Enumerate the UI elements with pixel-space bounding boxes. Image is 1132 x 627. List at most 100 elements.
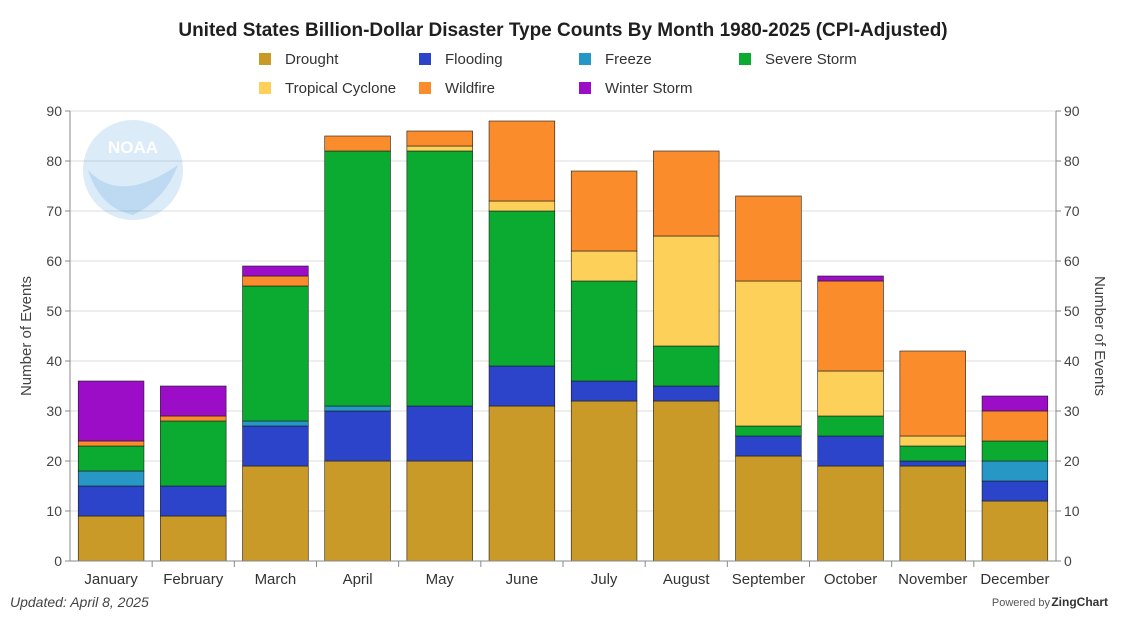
bar-segment-severe-storm[interactable] [160, 420, 227, 487]
bar-segment-wildfire[interactable] [488, 120, 556, 202]
bar-segment-severe-storm[interactable] [899, 445, 966, 462]
bar-segment-wildfire[interactable] [899, 350, 966, 437]
bar-segment-winter-storm[interactable] [981, 395, 1049, 412]
y-tick-label-right: 70 [1064, 203, 1080, 219]
bar-segment-severe-storm[interactable] [817, 415, 884, 437]
y-tick-label-right: 50 [1064, 303, 1080, 319]
bar-segment-drought[interactable] [981, 500, 1049, 562]
bar-segment-tropical-cyclone[interactable] [817, 370, 884, 417]
powered-by-brand[interactable]: ZingChart [1051, 595, 1108, 609]
bar-segment-drought[interactable] [570, 400, 638, 562]
bar-segment-drought[interactable] [242, 465, 309, 562]
bar-segment-wildfire[interactable] [653, 150, 720, 237]
legend-swatch[interactable] [259, 82, 271, 94]
bar-segment-severe-storm[interactable] [981, 440, 1049, 462]
y-axis-title-right: Number of Events [1091, 276, 1108, 396]
legend-swatch[interactable] [419, 53, 431, 65]
bar-segment-flooding[interactable] [488, 365, 556, 407]
bar-segment-flooding[interactable] [735, 435, 802, 457]
legend-swatch[interactable] [259, 53, 271, 65]
bar-segment-severe-storm[interactable] [735, 425, 802, 437]
legend-swatch[interactable] [579, 53, 591, 65]
legend-swatch[interactable] [419, 82, 431, 94]
noaa-logo-text: NOAA [108, 138, 158, 157]
bar-segment-tropical-cyclone[interactable] [406, 145, 473, 152]
bar-segment-drought[interactable] [817, 465, 884, 562]
legend-swatch[interactable] [579, 82, 591, 94]
bar-segment-drought[interactable] [735, 455, 802, 562]
bar-segment-winter-storm[interactable] [160, 385, 227, 417]
bar-segment-winter-storm[interactable] [77, 380, 145, 442]
bar-segment-severe-storm[interactable] [488, 210, 556, 367]
bar-segment-flooding[interactable] [242, 425, 309, 467]
bar-segment-winter-storm[interactable] [817, 275, 884, 282]
bar-segment-drought[interactable] [899, 465, 966, 562]
bar-segment-freeze[interactable] [242, 420, 309, 427]
bar-segment-tropical-cyclone[interactable] [735, 280, 802, 427]
bar-segment-tropical-cyclone[interactable] [488, 200, 556, 212]
x-tick-label: November [898, 571, 967, 588]
y-tick-label-left: 0 [54, 553, 62, 569]
bar-segment-tropical-cyclone[interactable] [570, 250, 638, 282]
legend-item-severe-storm[interactable]: Severe Storm [765, 51, 857, 68]
bar-segment-drought[interactable] [77, 515, 145, 562]
bar-segment-wildfire[interactable] [981, 410, 1049, 442]
x-tick-label: January [84, 571, 138, 588]
bar-segment-flooding[interactable] [653, 385, 720, 402]
bar-segment-flooding[interactable] [77, 485, 145, 517]
bar-segment-wildfire[interactable] [77, 440, 145, 447]
bar-segment-flooding[interactable] [160, 485, 227, 517]
bar-segment-freeze[interactable] [77, 470, 145, 487]
bar-segment-wildfire[interactable] [324, 135, 391, 152]
bar-segment-wildfire[interactable] [735, 195, 802, 282]
legend-item-wildfire[interactable]: Wildfire [445, 80, 495, 97]
bars-layer [77, 120, 1049, 562]
y-tick-label-right: 30 [1064, 403, 1080, 419]
bar-segment-wildfire[interactable] [817, 280, 884, 372]
x-tick-label: April [343, 571, 373, 588]
y-tick-label-left: 60 [46, 253, 62, 269]
bar-segment-flooding[interactable] [324, 410, 391, 462]
y-tick-label-right: 80 [1064, 153, 1080, 169]
legend-item-tropical-cyclone[interactable]: Tropical Cyclone [285, 80, 396, 97]
bar-segment-drought[interactable] [324, 460, 391, 562]
x-tick-label: July [591, 571, 618, 588]
y-tick-label-right: 60 [1064, 253, 1080, 269]
legend-item-freeze[interactable]: Freeze [605, 51, 652, 68]
bar-segment-severe-storm[interactable] [570, 280, 638, 382]
bar-segment-wildfire[interactable] [160, 415, 227, 422]
bar-segment-freeze[interactable] [324, 405, 391, 412]
bar-segment-wildfire[interactable] [406, 130, 473, 147]
bar-segment-flooding[interactable] [406, 405, 473, 462]
axes-layer: 0 0 10 10 20 20 30 30 40 40 50 50 60 60 70 70 80 80 90 90 Ja… [46, 103, 1079, 588]
legend-item-drought[interactable]: Drought [285, 51, 339, 68]
bar-segment-flooding[interactable] [981, 480, 1049, 502]
bar-segment-wildfire[interactable] [570, 170, 638, 252]
bar-segment-wildfire[interactable] [242, 275, 309, 287]
bar-segment-severe-storm[interactable] [324, 150, 391, 407]
bar-segment-severe-storm[interactable] [77, 445, 145, 472]
bar-segment-severe-storm[interactable] [242, 285, 309, 422]
y-tick-label-left: 30 [46, 403, 62, 419]
x-tick-label: December [980, 571, 1049, 588]
bar-segment-tropical-cyclone[interactable] [899, 435, 966, 447]
bar-segment-severe-storm[interactable] [653, 345, 720, 387]
updated-note: Updated: April 8, 2025 [10, 594, 149, 610]
bar-segment-flooding[interactable] [899, 460, 966, 467]
bar-segment-drought[interactable] [653, 400, 720, 562]
bar-segment-winter-storm[interactable] [242, 265, 309, 277]
bar-segment-flooding[interactable] [817, 435, 884, 467]
legend-swatch[interactable] [739, 53, 751, 65]
bar-segment-flooding[interactable] [570, 380, 638, 402]
legend-item-winter-storm[interactable]: Winter Storm [605, 80, 693, 97]
legend: Drought Flooding Freeze Severe Storm Tropica… [259, 51, 857, 97]
bar-segment-drought[interactable] [160, 515, 227, 562]
bar-segment-drought[interactable] [488, 405, 556, 562]
legend-item-flooding[interactable]: Flooding [445, 51, 503, 68]
bar-segment-drought[interactable] [406, 460, 473, 562]
bar-segment-freeze[interactable] [981, 460, 1049, 482]
bar-segment-tropical-cyclone[interactable] [653, 235, 720, 347]
bar-segment-severe-storm[interactable] [406, 150, 473, 407]
x-tick-label: August [663, 571, 711, 588]
